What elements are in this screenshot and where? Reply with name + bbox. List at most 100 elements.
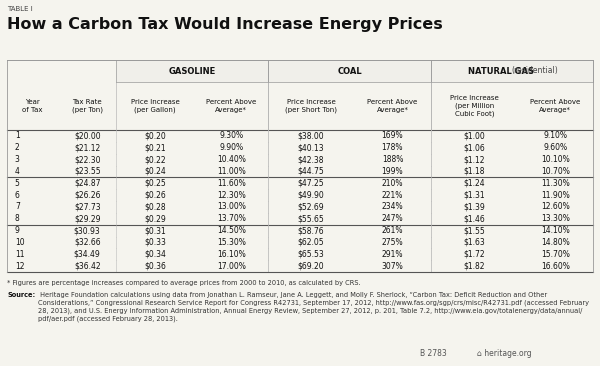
Text: $36.42: $36.42 <box>74 262 101 270</box>
Text: 169%: 169% <box>382 131 403 141</box>
Text: $69.20: $69.20 <box>298 262 324 270</box>
Text: 9: 9 <box>15 226 20 235</box>
Text: 199%: 199% <box>382 167 403 176</box>
Text: 16.10%: 16.10% <box>217 250 245 259</box>
Text: $52.69: $52.69 <box>298 202 324 212</box>
Text: Price Increase
(per Short Ton): Price Increase (per Short Ton) <box>285 99 337 113</box>
Text: $1.12: $1.12 <box>464 155 485 164</box>
Text: 11.60%: 11.60% <box>217 179 245 188</box>
Text: $0.20: $0.20 <box>145 131 166 141</box>
Text: 9.10%: 9.10% <box>543 131 567 141</box>
Text: COAL: COAL <box>338 67 362 75</box>
Text: 9.30%: 9.30% <box>219 131 244 141</box>
Text: $1.72: $1.72 <box>464 250 485 259</box>
Text: $29.29: $29.29 <box>74 214 100 223</box>
Text: $0.36: $0.36 <box>144 262 166 270</box>
Text: 10: 10 <box>15 238 25 247</box>
Text: $1.46: $1.46 <box>464 214 485 223</box>
Text: $22.30: $22.30 <box>74 155 100 164</box>
Text: 10.10%: 10.10% <box>541 155 569 164</box>
Text: $0.22: $0.22 <box>145 155 166 164</box>
Text: $24.87: $24.87 <box>74 179 100 188</box>
Text: $23.55: $23.55 <box>74 167 101 176</box>
Text: $1.55: $1.55 <box>464 226 485 235</box>
Text: $0.28: $0.28 <box>145 202 166 212</box>
Text: * Figures are percentage increases compared to average prices from 2000 to 2010,: * Figures are percentage increases compa… <box>7 280 361 286</box>
Text: $0.25: $0.25 <box>145 179 166 188</box>
Text: Heritage Foundation calculations using data from Jonathan L. Ramseur, Jane A. Le: Heritage Foundation calculations using d… <box>38 292 589 322</box>
Text: $1.39: $1.39 <box>464 202 485 212</box>
Text: $42.38: $42.38 <box>298 155 324 164</box>
Text: 234%: 234% <box>382 202 403 212</box>
Text: 8: 8 <box>15 214 20 223</box>
Text: 14.80%: 14.80% <box>541 238 569 247</box>
Text: Tax Rate
(per Ton): Tax Rate (per Ton) <box>72 99 103 113</box>
Text: How a Carbon Tax Would Increase Energy Prices: How a Carbon Tax Would Increase Energy P… <box>7 17 443 32</box>
Text: $62.05: $62.05 <box>298 238 324 247</box>
Text: 14.10%: 14.10% <box>541 226 569 235</box>
Text: Percent Above
Average*: Percent Above Average* <box>367 100 418 113</box>
Text: 307%: 307% <box>382 262 403 270</box>
Text: 247%: 247% <box>382 214 403 223</box>
Text: 17.00%: 17.00% <box>217 262 246 270</box>
Text: $44.75: $44.75 <box>298 167 325 176</box>
Text: $1.24: $1.24 <box>464 179 485 188</box>
Text: $49.90: $49.90 <box>298 191 325 199</box>
Text: Source:: Source: <box>7 292 35 298</box>
Text: $1.31: $1.31 <box>464 191 485 199</box>
Text: $0.26: $0.26 <box>145 191 166 199</box>
Text: $40.13: $40.13 <box>298 143 324 152</box>
Text: $0.21: $0.21 <box>145 143 166 152</box>
Text: 16.60%: 16.60% <box>541 262 570 270</box>
Text: 3: 3 <box>15 155 20 164</box>
Text: Percent Above
Average*: Percent Above Average* <box>206 100 256 113</box>
Text: 13.30%: 13.30% <box>541 214 570 223</box>
Text: Percent Above
Average*: Percent Above Average* <box>530 100 580 113</box>
Text: NATURAL GAS: NATURAL GAS <box>468 67 534 75</box>
Text: $30.93: $30.93 <box>74 226 101 235</box>
Text: 210%: 210% <box>382 179 403 188</box>
Text: Price Increase
(per Million
Cubic Foot): Price Increase (per Million Cubic Foot) <box>450 95 499 117</box>
Text: 13.70%: 13.70% <box>217 214 246 223</box>
Text: Price Increase
(per Gallon): Price Increase (per Gallon) <box>131 99 179 113</box>
Text: 2: 2 <box>15 143 20 152</box>
Text: 6: 6 <box>15 191 20 199</box>
Text: 12.30%: 12.30% <box>217 191 245 199</box>
Text: 275%: 275% <box>382 238 403 247</box>
Text: B 2783: B 2783 <box>420 349 447 358</box>
Text: $65.53: $65.53 <box>298 250 325 259</box>
Text: 13.00%: 13.00% <box>217 202 246 212</box>
Text: 291%: 291% <box>382 250 403 259</box>
Text: 15.70%: 15.70% <box>541 250 570 259</box>
Text: 12: 12 <box>15 262 25 270</box>
Text: 9.60%: 9.60% <box>543 143 568 152</box>
Text: 178%: 178% <box>382 143 403 152</box>
Text: $0.24: $0.24 <box>145 167 166 176</box>
Text: 261%: 261% <box>382 226 403 235</box>
Text: $0.31: $0.31 <box>145 226 166 235</box>
Text: $1.18: $1.18 <box>464 167 485 176</box>
Text: $1.63: $1.63 <box>464 238 485 247</box>
Text: 12.60%: 12.60% <box>541 202 569 212</box>
Text: 10.70%: 10.70% <box>541 167 570 176</box>
Text: $34.49: $34.49 <box>74 250 101 259</box>
Text: $55.65: $55.65 <box>298 214 325 223</box>
Text: 11: 11 <box>15 250 25 259</box>
Text: ⌂ heritage.org: ⌂ heritage.org <box>477 349 532 358</box>
Text: 5: 5 <box>15 179 20 188</box>
Text: 11.90%: 11.90% <box>541 191 569 199</box>
Text: $38.00: $38.00 <box>298 131 324 141</box>
Text: $32.66: $32.66 <box>74 238 101 247</box>
Text: 221%: 221% <box>382 191 403 199</box>
Text: 4: 4 <box>15 167 20 176</box>
Text: $20.00: $20.00 <box>74 131 101 141</box>
Text: $1.00: $1.00 <box>464 131 485 141</box>
Text: 188%: 188% <box>382 155 403 164</box>
Text: 11.00%: 11.00% <box>217 167 245 176</box>
Text: $0.34: $0.34 <box>144 250 166 259</box>
Text: 14.50%: 14.50% <box>217 226 246 235</box>
Text: 11.30%: 11.30% <box>541 179 569 188</box>
Text: GASOLINE: GASOLINE <box>169 67 216 75</box>
Text: 15.30%: 15.30% <box>217 238 246 247</box>
Text: (residential): (residential) <box>512 67 558 75</box>
